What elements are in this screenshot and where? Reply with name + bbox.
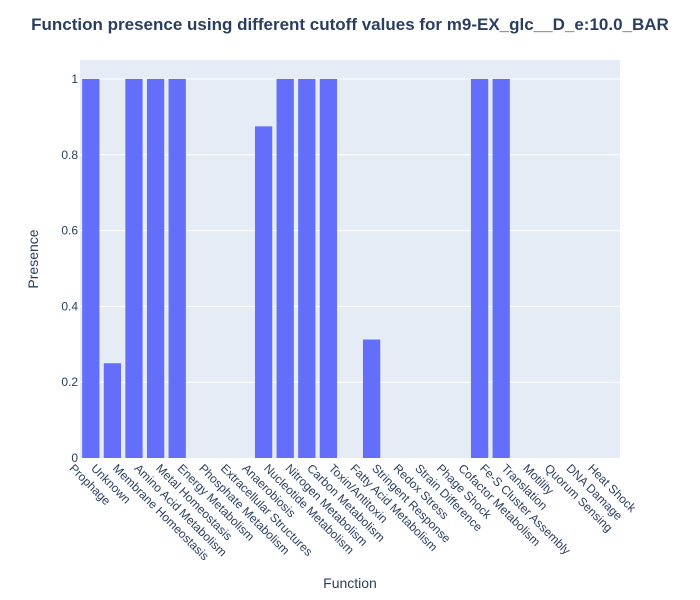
y-tick-label: 0.6 xyxy=(61,224,78,238)
bars xyxy=(82,78,510,458)
y-tick-label: 0 xyxy=(71,451,78,465)
bar xyxy=(168,78,186,458)
y-axis-ticks: 0 0.2 0.4 0.6 0.8 1 xyxy=(61,72,78,465)
bar xyxy=(470,78,489,458)
chart-title: Function presence using different cutoff… xyxy=(31,15,669,34)
bar xyxy=(146,78,165,458)
y-tick-label: 0.8 xyxy=(61,148,78,162)
x-axis-title: Function xyxy=(323,575,377,591)
bar xyxy=(82,78,100,458)
bar xyxy=(254,126,273,458)
bar xyxy=(276,78,294,458)
bar xyxy=(103,363,122,458)
bar xyxy=(362,339,381,458)
bar xyxy=(492,78,510,458)
y-tick-label: 1 xyxy=(71,72,78,86)
bar xyxy=(298,78,316,458)
y-tick-label: 0.2 xyxy=(61,375,78,389)
bar xyxy=(319,78,338,458)
y-axis-title: Presence xyxy=(25,229,41,288)
bar xyxy=(125,78,143,458)
y-tick-label: 0.4 xyxy=(61,299,78,313)
